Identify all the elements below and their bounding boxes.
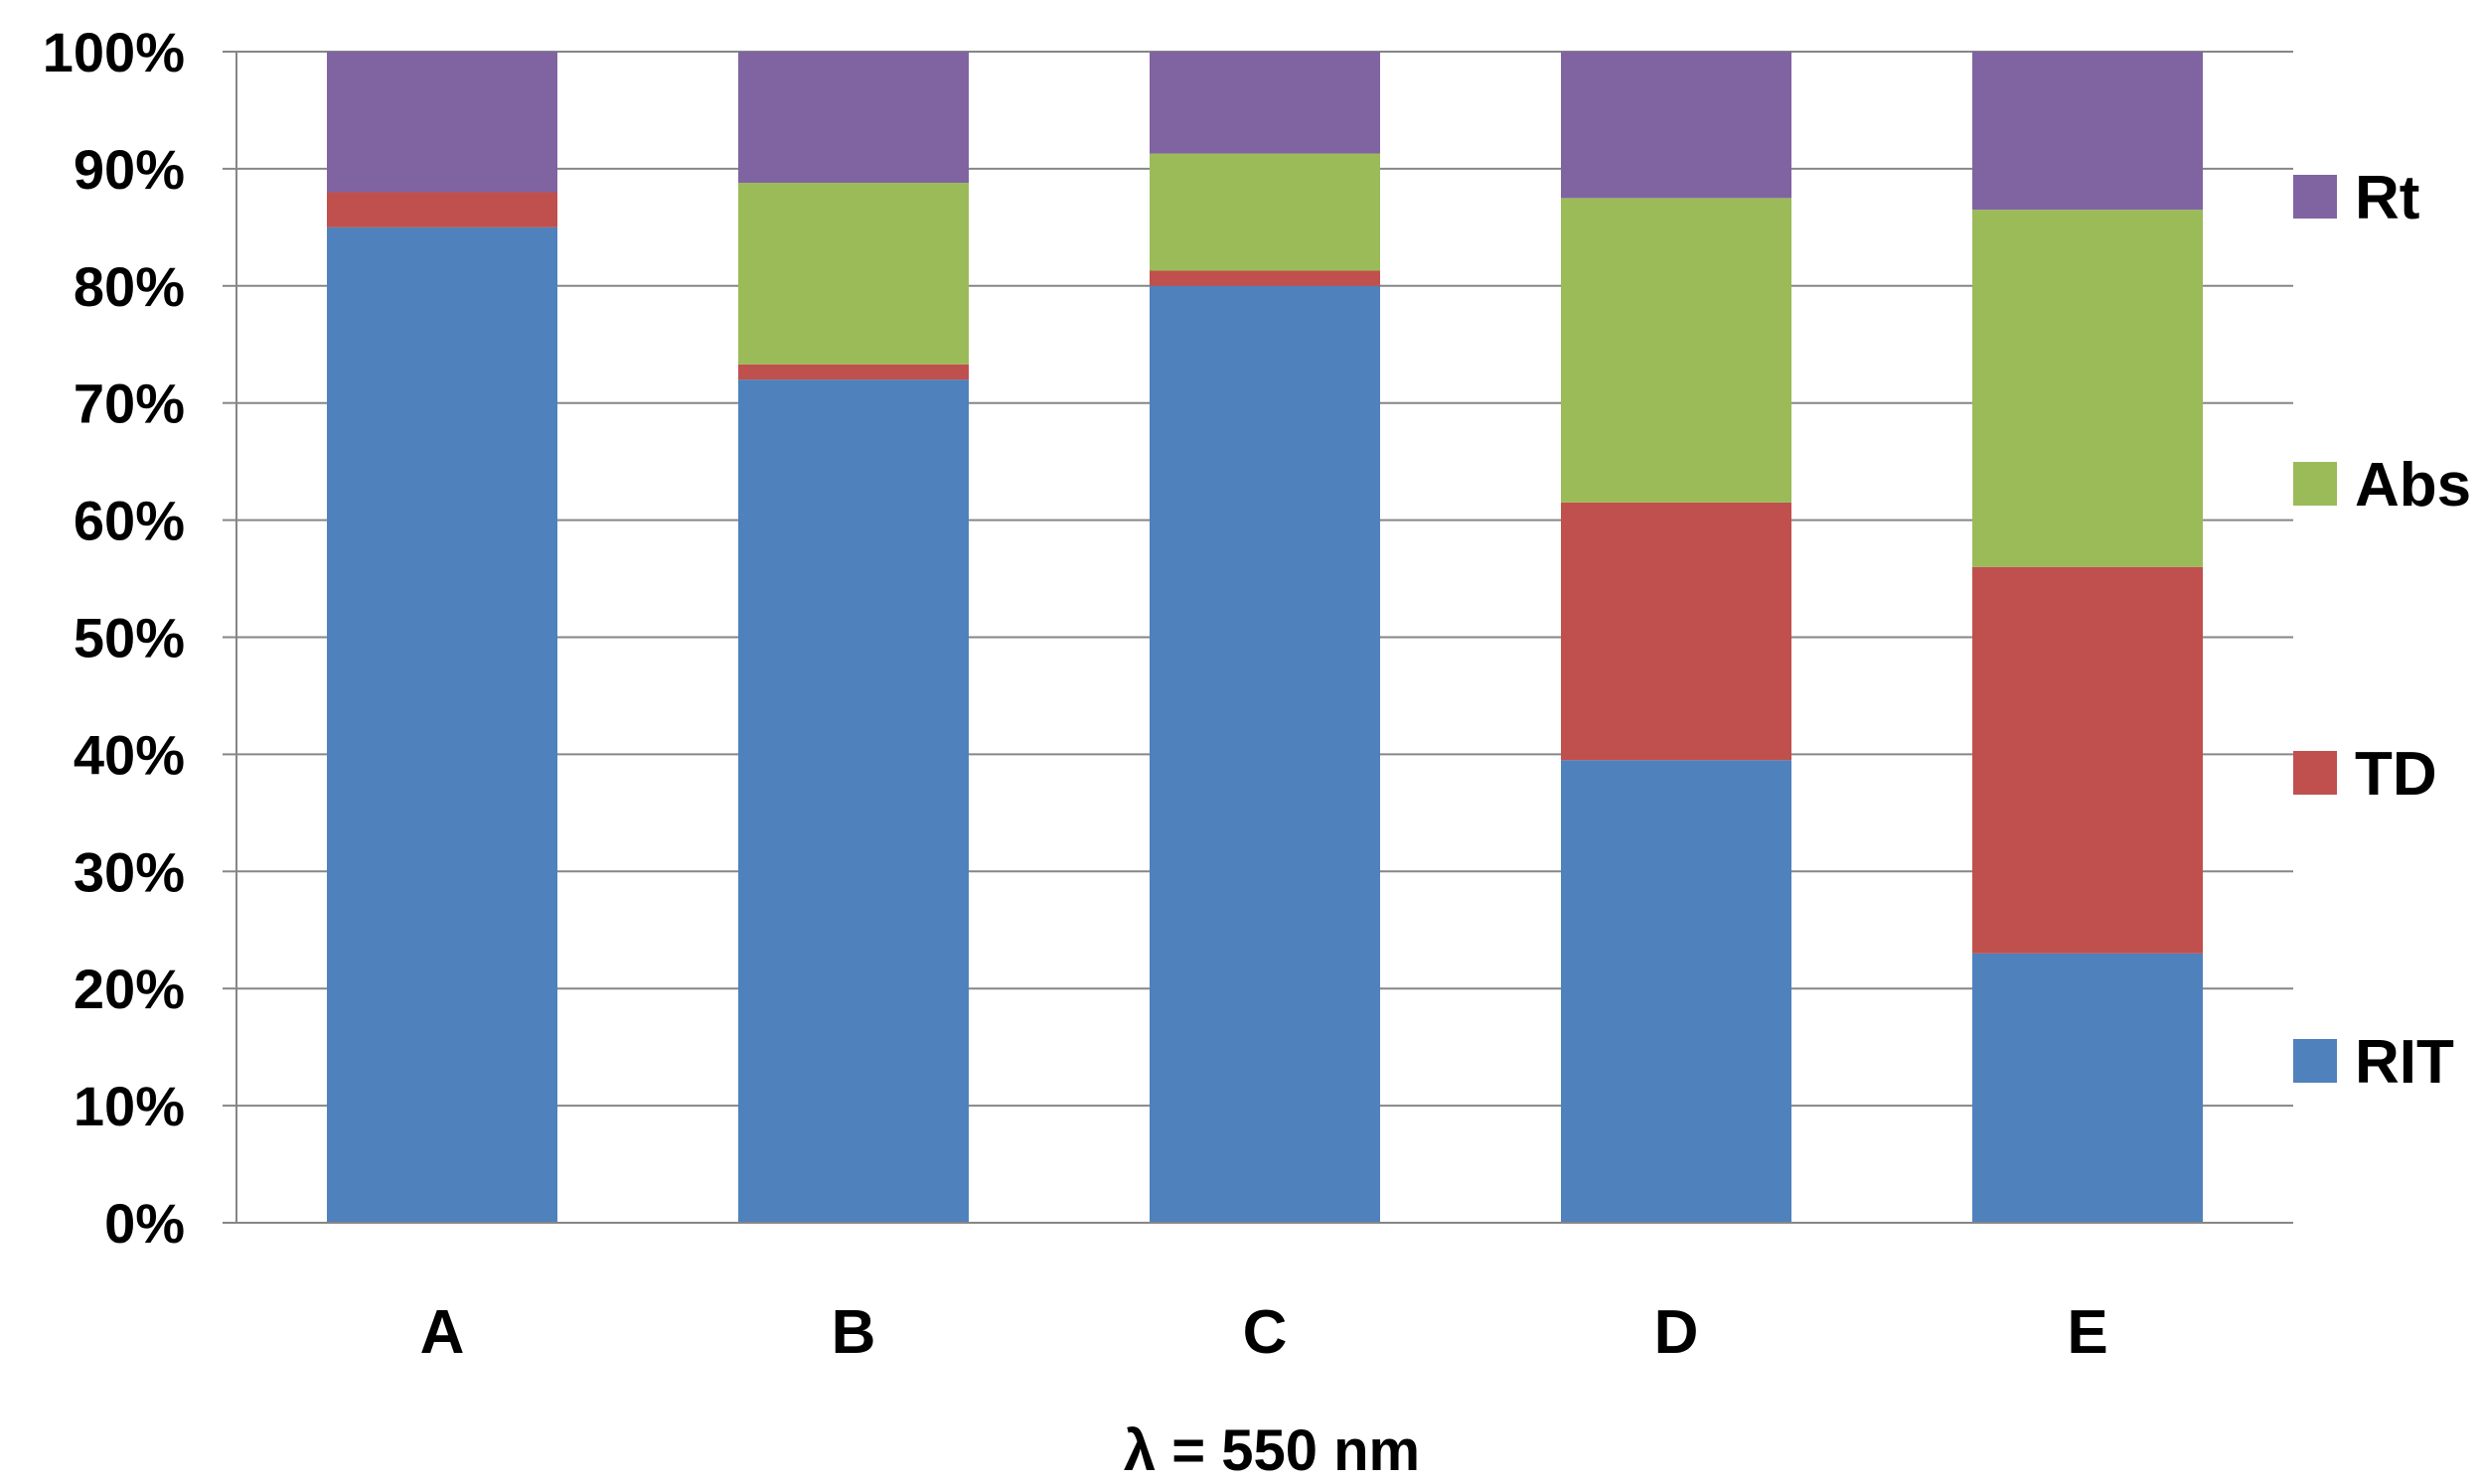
- bar-b-td: [738, 364, 969, 380]
- x-tick-label: D: [1654, 1298, 1699, 1367]
- bar-segments: [327, 52, 2203, 1224]
- axes: [223, 52, 2293, 1224]
- bar-d-rit: [1561, 760, 1791, 1223]
- legend-label-td: TD: [2355, 740, 2437, 809]
- bar-e-abs: [1972, 210, 2203, 567]
- y-tick-label: 80%: [74, 255, 185, 318]
- x-tick-label: B: [832, 1298, 876, 1367]
- legend-swatch-td: [2293, 751, 2337, 795]
- x-tick-label: C: [1243, 1298, 1288, 1367]
- bar-a-td: [327, 192, 557, 227]
- bar-c-rit: [1150, 285, 1380, 1223]
- x-axis-label: λ = 550 nm: [1124, 1418, 1420, 1483]
- bar-d-rt: [1561, 52, 1791, 199]
- y-tick-label: 10%: [74, 1075, 185, 1137]
- legend-label-abs: Abs: [2355, 451, 2471, 519]
- legend-swatch-rit: [2293, 1039, 2337, 1083]
- bar-e-td: [1972, 566, 2203, 954]
- y-tick-label: 90%: [74, 138, 185, 201]
- legend-swatch-abs: [2293, 462, 2337, 506]
- legend-swatch-rt: [2293, 175, 2337, 219]
- y-tick-label: 40%: [74, 723, 185, 786]
- legend-label-rt: Rt: [2355, 164, 2419, 232]
- bar-b-rt: [738, 52, 969, 184]
- legend: Rt Abs TD RIT: [2293, 164, 2471, 1097]
- y-tick-label: 50%: [74, 607, 185, 669]
- bar-c-rt: [1150, 52, 1380, 154]
- bar-d-td: [1561, 502, 1791, 761]
- y-tick-label: 70%: [74, 372, 185, 435]
- bar-c-td: [1150, 270, 1380, 286]
- x-tick-label: E: [2067, 1298, 2107, 1367]
- y-tick-label: 20%: [74, 958, 185, 1020]
- y-tick-label: 100%: [43, 21, 185, 83]
- bar-a-rit: [327, 226, 557, 1224]
- bar-a-rt: [327, 52, 557, 193]
- y-tick-label: 0%: [104, 1192, 185, 1255]
- bar-b-abs: [738, 183, 969, 365]
- x-tick-label: A: [420, 1298, 465, 1367]
- bar-e-rt: [1972, 52, 2203, 211]
- legend-label-rit: RIT: [2355, 1028, 2454, 1097]
- bar-e-rit: [1972, 953, 2203, 1223]
- y-tick-label: 60%: [74, 490, 185, 552]
- bar-b-rit: [738, 379, 969, 1223]
- y-tick-label: 30%: [74, 840, 185, 903]
- bar-d-abs: [1561, 198, 1791, 503]
- bar-c-abs: [1150, 153, 1380, 271]
- x-tick-labels: A B C D E: [420, 1298, 2108, 1367]
- y-tick-labels: 0% 10% 20% 30% 40% 50% 60% 70% 80% 90% 100%: [43, 21, 185, 1255]
